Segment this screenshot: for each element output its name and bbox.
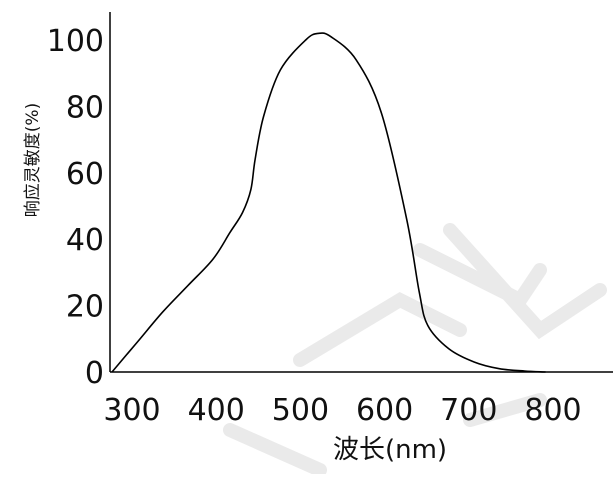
x-tick-label-700: 700 bbox=[440, 393, 497, 428]
x-tick-label-800: 800 bbox=[524, 393, 581, 428]
x-axis-title: 波长(nm) bbox=[333, 435, 447, 465]
x-tick-labels: 300 400 500 600 700 800 bbox=[103, 393, 581, 428]
y-tick-label-20: 20 bbox=[66, 290, 104, 325]
y-tick-labels: 0 20 40 60 80 100 bbox=[47, 24, 104, 391]
y-tick-label-0: 0 bbox=[85, 356, 104, 391]
x-tick-label-500: 500 bbox=[272, 393, 329, 428]
watermark bbox=[223, 223, 607, 477]
y-tick-label-60: 60 bbox=[66, 157, 104, 192]
x-tick-label-300: 300 bbox=[103, 393, 160, 428]
series-line bbox=[111, 32, 546, 373]
y-tick-label-80: 80 bbox=[66, 90, 104, 125]
y-tick-label-100: 100 bbox=[47, 24, 104, 59]
x-tick-label-600: 600 bbox=[356, 393, 413, 428]
y-axis-title: 响应灵敏度(%) bbox=[23, 103, 43, 217]
y-tick-label-40: 40 bbox=[66, 223, 104, 258]
x-tick-label-400: 400 bbox=[188, 393, 245, 428]
